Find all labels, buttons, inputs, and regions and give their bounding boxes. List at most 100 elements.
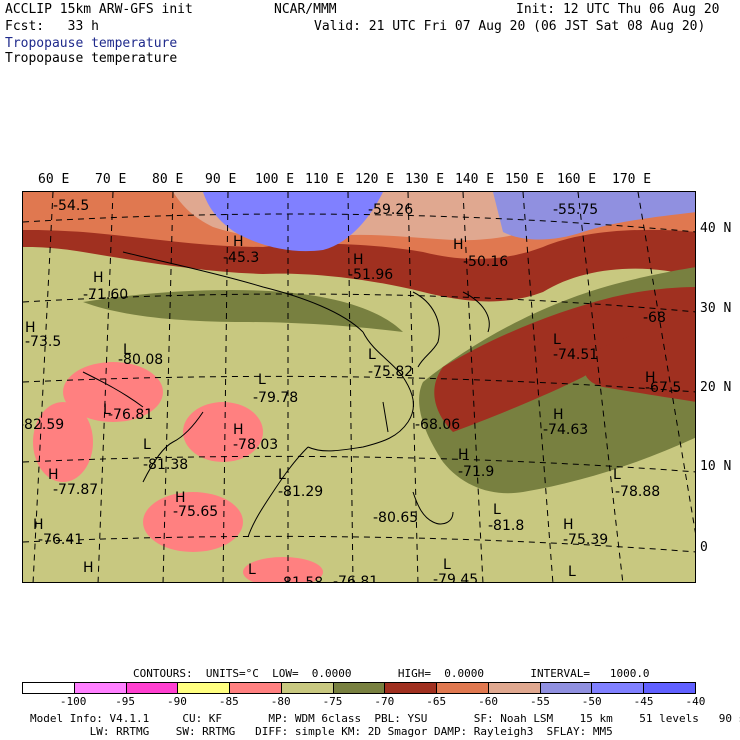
lon-label: 100 E [255, 172, 295, 187]
high-marker: H [175, 490, 186, 506]
olive-north [83, 290, 403, 332]
color-bar-tick: -60 [478, 695, 498, 708]
high-marker: H [458, 447, 469, 463]
lat-label: 10 N [700, 459, 732, 474]
color-bar-tick: -45 [633, 695, 654, 708]
graticule [23, 192, 695, 582]
low-marker: L [443, 557, 451, 573]
value-label: -77.87 [53, 482, 99, 498]
value-label: -75.39 [563, 532, 609, 548]
color-bar-tick: -85 [218, 695, 239, 708]
valid-time: Valid: 21 UTC Fri 07 Aug 20 (06 JST Sat … [314, 19, 706, 34]
lon-label: 70 E [95, 172, 127, 187]
low-marker: L [103, 402, 111, 418]
value-label: -68 [643, 310, 666, 326]
low-marker: L [553, 332, 561, 348]
value-label: -81.38 [143, 457, 189, 473]
lat-label: 20 N [700, 380, 732, 395]
model-info-line1: Model Info: V4.1.1 CU: KF MP: WDM 6class… [30, 712, 740, 725]
model-info-line2: LW: RRTMG SW: RRTMG DIFF: simple KM: 2D … [30, 725, 613, 738]
low-marker: L [123, 342, 131, 358]
high-marker: H [48, 467, 59, 483]
color-bar-segment [385, 683, 438, 693]
color-bar-segment [281, 683, 334, 693]
color-bar-segment [644, 683, 695, 693]
color-bar-tick: -95 [115, 695, 136, 708]
value-label: -75.82 [368, 364, 414, 380]
color-bar-segment [333, 683, 386, 693]
value-label: -50.16 [463, 254, 509, 270]
color-bar-segment [488, 683, 541, 693]
lat-label: 0 [700, 540, 708, 555]
map-canvas [23, 192, 695, 582]
color-bar-segment [74, 683, 127, 693]
high-marker: H [353, 252, 364, 268]
high-marker: H [33, 517, 44, 533]
value-label: -80.08 [118, 352, 164, 368]
value-label: -78.03 [233, 437, 279, 453]
value-label: -81.58 [278, 575, 324, 583]
low-marker: L [613, 467, 621, 483]
contours-info: CONTOURS: UNITS=°C LOW= 0.0000 HIGH= 0.0… [133, 667, 650, 680]
color-bar-tick: -75 [322, 695, 343, 708]
low-marker: L [368, 347, 376, 363]
value-label: -45.3 [223, 250, 260, 266]
field-title: Tropopause temperature [5, 51, 178, 66]
longitude-labels: 60 E 70 E 80 E 90 E 100 E 110 E 120 E 130 E 140 … [0, 172, 740, 188]
low-marker: L [493, 502, 501, 518]
color-bar-segment [592, 683, 645, 693]
high-marker: H [83, 560, 94, 576]
color-bar-tick: -40 [685, 695, 706, 708]
color-bar-segment [230, 683, 282, 693]
value-label: -76.41 [38, 532, 84, 548]
value-label: -79.45 [433, 572, 479, 583]
pink-patch-5 [243, 557, 323, 582]
value-label: -71.9 [458, 464, 495, 480]
color-bar-tick: -70 [374, 695, 395, 708]
pink-patch-4 [33, 402, 93, 482]
high-marker: H [563, 517, 574, 533]
high-marker: H [233, 422, 244, 438]
color-bar-segment [126, 683, 179, 693]
low-marker: L [278, 467, 286, 483]
lon-label: 140 E [455, 172, 495, 187]
lon-label: 150 E [505, 172, 545, 187]
color-bar-tick: -80 [270, 695, 291, 708]
value-label: -78.88 [615, 484, 661, 500]
value-label: -80.65 [373, 510, 419, 526]
value-label: -81.8 [488, 518, 525, 534]
color-bar [22, 682, 696, 694]
value-label: -75.65 [173, 504, 219, 520]
red-east [584, 317, 695, 402]
value-label: -59.26 [368, 202, 414, 218]
pink-patch-3 [143, 492, 243, 552]
title-center: NCAR/MMM [274, 2, 337, 17]
color-bar-tick: -90 [167, 695, 187, 708]
band-blue [203, 192, 383, 252]
color-bar-tick: -55 [529, 695, 550, 708]
high-marker: H [553, 407, 564, 423]
color-bar-tick: -100 [59, 695, 87, 708]
lon-label: 110 E [305, 172, 345, 187]
high-marker: H [453, 237, 464, 253]
color-bar-segment [437, 683, 489, 693]
lat-label: 40 N [700, 221, 732, 236]
high-marker: H [233, 234, 244, 250]
map-panel: -54.5 -59.26 -55.75 H -45.3 H -51.96 H -50.16 H -7… [22, 191, 696, 583]
lon-label: 160 E [557, 172, 597, 187]
value-label: -71.60 [83, 287, 129, 303]
value-label: -54.5 [53, 198, 90, 214]
color-bar-tick: -50 [581, 695, 602, 708]
color-bar-tick: -65 [426, 695, 447, 708]
value-label: -76.81 [333, 574, 379, 583]
lat-label: 30 N [700, 301, 732, 316]
lon-label: 130 E [405, 172, 445, 187]
value-label: -76.81 [108, 407, 154, 423]
lon-label: 170 E [612, 172, 652, 187]
title-left: ACCLIP 15km ARW-GFS init [5, 2, 193, 17]
high-marker: H [25, 320, 36, 336]
low-marker: L [248, 562, 256, 578]
pink-patch-2 [183, 402, 263, 462]
value-label: -74.63 [543, 422, 589, 438]
color-bar-segment [540, 683, 593, 693]
